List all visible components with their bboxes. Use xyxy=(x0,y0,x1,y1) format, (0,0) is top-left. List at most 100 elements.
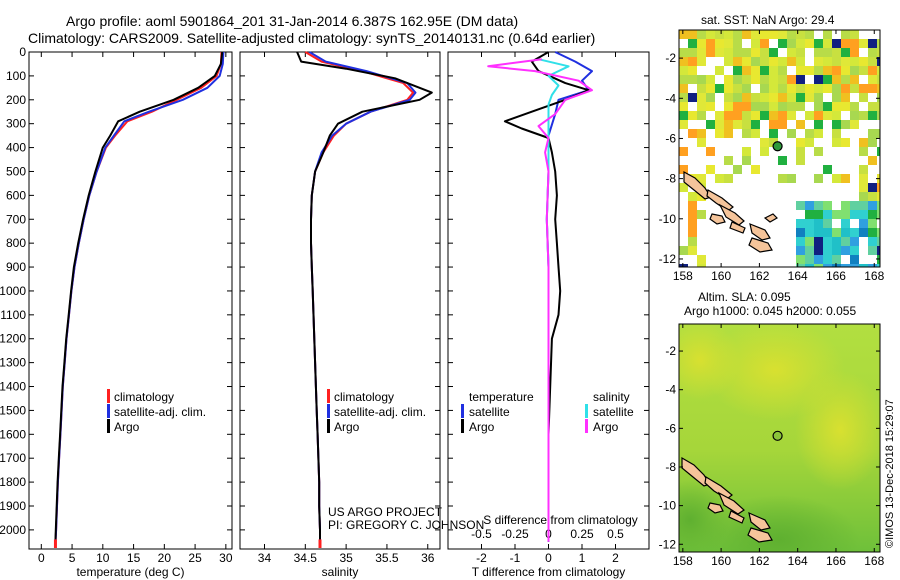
sst-cell xyxy=(787,111,796,120)
s-tick-label: 0.25 xyxy=(570,527,594,541)
sst-cell xyxy=(733,93,742,102)
sst-cell xyxy=(742,30,751,39)
sst-cell xyxy=(751,129,760,138)
y-tick-label: 1000 xyxy=(0,284,26,298)
sst-cell xyxy=(841,138,850,147)
island-newgeorgia xyxy=(707,502,724,514)
sst-cell xyxy=(742,129,751,138)
credit-pi: PI: GREGORY C. JOHNSON xyxy=(328,518,484,532)
sst-cell xyxy=(679,120,688,129)
x-tick-label: 158 xyxy=(673,554,693,568)
sst-cell xyxy=(796,48,805,57)
sst-cell xyxy=(841,39,850,48)
sst-cell xyxy=(796,75,805,84)
sst-cell xyxy=(859,147,868,156)
sst-cell xyxy=(778,102,787,111)
sst-cell xyxy=(814,255,823,264)
plot-frame xyxy=(28,51,233,550)
figure-title-line1: Argo profile: aoml 5901864_201 31-Jan-20… xyxy=(66,13,518,29)
sst-cell xyxy=(859,192,868,201)
sst-cell xyxy=(868,57,877,66)
s-tick-label: 0.5 xyxy=(607,527,624,541)
sst-cell xyxy=(859,84,868,93)
sst-cell xyxy=(877,66,880,75)
sst-cell xyxy=(778,84,787,93)
sst-cell xyxy=(715,111,724,120)
sst-cell xyxy=(805,129,814,138)
sla-map: 158 160 162 164 166 168 -2 -4 -6 -8 -10 -12 xyxy=(659,323,885,568)
sst-cell xyxy=(832,228,841,237)
sst-cell xyxy=(805,219,814,228)
sst-cell xyxy=(805,66,814,75)
sst-cell xyxy=(715,30,724,39)
sst-cell xyxy=(832,84,841,93)
sla-islands xyxy=(681,456,773,543)
sst-cell xyxy=(742,111,751,120)
sst-cell xyxy=(733,48,742,57)
sst-cell xyxy=(697,210,706,219)
sst-cell xyxy=(814,228,823,237)
sst-cell xyxy=(823,39,832,48)
sst-cell xyxy=(850,255,859,264)
sst-cell xyxy=(679,48,688,57)
sst-cell xyxy=(715,66,724,75)
y-tick-label: 1500 xyxy=(0,403,26,417)
sst-cell xyxy=(706,165,715,174)
sst-cell xyxy=(778,120,787,129)
x-tick-label: 162 xyxy=(749,269,769,283)
sst-cell xyxy=(850,228,859,237)
sst-cell xyxy=(679,102,688,111)
sst-cell xyxy=(868,102,877,111)
legend-s-argo-label: Argo xyxy=(593,420,619,434)
sla-high-region xyxy=(679,324,740,400)
sst-cell xyxy=(697,255,706,264)
legend-climatology-label: climatology xyxy=(114,390,174,404)
sst-cell xyxy=(823,210,832,219)
legend-temperature-title: temperature xyxy=(469,390,534,404)
sst-cell xyxy=(697,102,706,111)
sst-cell xyxy=(823,246,832,255)
sst-cell xyxy=(751,102,760,111)
sst-cell xyxy=(769,120,778,129)
x-tick-label: 168 xyxy=(864,269,884,283)
x-tick-label: 160 xyxy=(711,554,731,568)
sst-cell xyxy=(868,228,877,237)
sst-cell xyxy=(733,30,742,39)
sst-cell xyxy=(706,147,715,156)
island-makira xyxy=(748,237,773,253)
sst-cell xyxy=(796,93,805,102)
sst-cell xyxy=(850,237,859,246)
sst-cell xyxy=(751,165,760,174)
sst-cell xyxy=(733,39,742,48)
sst-cell xyxy=(697,39,706,48)
sst-cell xyxy=(868,246,877,255)
sla-low-region xyxy=(679,480,730,552)
legend-t-argo-label: Argo xyxy=(469,420,495,434)
y-tick-label: 1200 xyxy=(0,332,26,346)
sst-cell xyxy=(679,264,688,267)
sst-cell xyxy=(760,39,769,48)
sst-cell xyxy=(769,138,778,147)
sst-cell xyxy=(787,84,796,93)
sst-cell xyxy=(688,219,697,228)
sst-cell xyxy=(832,129,841,138)
sst-cell xyxy=(859,228,868,237)
x-tick-label: 158 xyxy=(673,269,693,283)
sst-cell xyxy=(688,192,697,201)
legend-t-argo-swatch xyxy=(461,419,464,433)
sst-cell xyxy=(724,75,733,84)
sst-cell xyxy=(868,39,877,48)
x-tick-label: 34.5 xyxy=(294,551,318,565)
sst-cell xyxy=(787,174,796,183)
sst-cell xyxy=(850,120,859,129)
y-tick-label: -6 xyxy=(665,421,676,435)
sst-cell xyxy=(715,120,724,129)
sst-cell xyxy=(679,147,688,156)
sst-cell xyxy=(877,93,880,102)
sst-cell xyxy=(814,39,823,48)
sst-cell xyxy=(769,102,778,111)
sst-cell xyxy=(787,30,796,39)
x-tick-label: 1 xyxy=(579,551,586,565)
y-tick-label: -12 xyxy=(659,252,677,266)
sst-map-frame xyxy=(678,29,881,268)
